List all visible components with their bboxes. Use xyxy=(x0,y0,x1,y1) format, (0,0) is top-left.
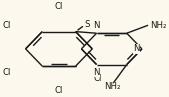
Text: Cl: Cl xyxy=(55,86,63,95)
Text: S: S xyxy=(85,20,90,29)
Text: N: N xyxy=(133,44,140,53)
Text: NH₂: NH₂ xyxy=(150,21,166,30)
Text: Cl: Cl xyxy=(55,2,63,11)
Text: N: N xyxy=(93,68,100,77)
Text: Cl: Cl xyxy=(3,21,11,30)
Text: Cl: Cl xyxy=(93,74,101,83)
Text: N: N xyxy=(93,68,100,77)
Text: N: N xyxy=(93,21,100,30)
Text: Cl: Cl xyxy=(3,68,11,77)
Text: N: N xyxy=(93,21,100,30)
Text: N: N xyxy=(133,44,140,53)
Text: NH₂: NH₂ xyxy=(104,82,121,91)
